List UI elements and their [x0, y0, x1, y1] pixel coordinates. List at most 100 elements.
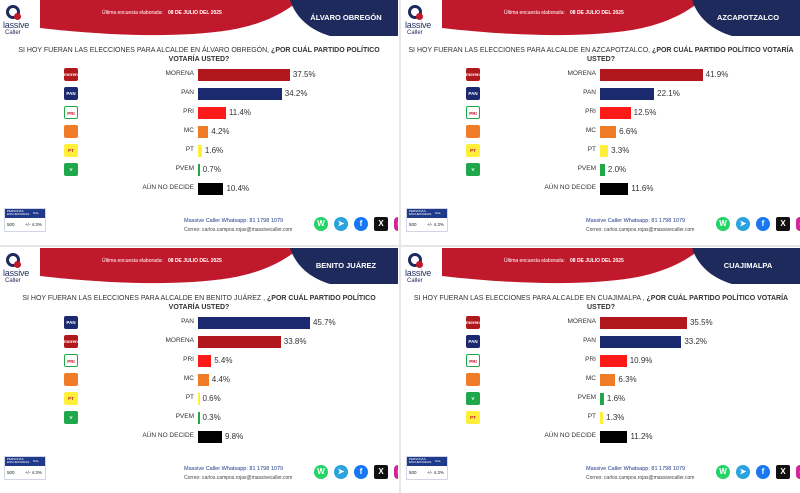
value-label: 11.4% [228, 108, 252, 117]
value-label: 11.2% [630, 432, 653, 441]
chart-row: PT PT 1.3% [402, 411, 800, 425]
chart-row: PT PT 1.6% [0, 144, 398, 158]
instagram-icon[interactable]: ◎ [796, 217, 800, 231]
survey-panel: Última encuesta elaborada: 08 DE JULIO DE… [0, 0, 398, 245]
massive-caller-logo: lassive Caller [405, 5, 445, 39]
pri-logo-icon: PRI [466, 354, 480, 367]
party-label: MORENA [567, 70, 596, 77]
value-label: 45.7% [312, 318, 336, 327]
value-label: 9.8% [225, 432, 244, 441]
bar-mark [198, 431, 222, 443]
party-label: PT [185, 394, 194, 401]
chart-row: AÚN NO DECIDE 11.6% [402, 182, 800, 196]
sample-table-head-respondents: PERSONAS ENCUESTADAS [409, 209, 432, 216]
whatsapp-icon[interactable]: W [314, 217, 328, 231]
margin-of-error-value: +/- 4.3% [427, 470, 444, 475]
party-label: PVEM [577, 394, 596, 401]
value-label: 0.3% [202, 413, 221, 422]
sample-size-value: 500 [7, 222, 15, 227]
logo-mark-icon [6, 253, 21, 268]
bar-mark [600, 183, 629, 195]
bar-mark [600, 336, 682, 348]
bar-mark [600, 164, 605, 176]
panel-header: Última encuesta elaborada: 08 DE JULIO DE… [0, 0, 398, 36]
mc-logo-icon [466, 125, 480, 138]
sample-table: PERSONAS ENCUESTADAS M.E. 500 +/- 4.3% [406, 456, 448, 480]
header-district-name: AZCAPOTZALCO [716, 13, 780, 22]
x-icon[interactable]: X [374, 217, 388, 231]
party-label: PT [587, 146, 596, 153]
chart-row: V PVEM 0.3% [0, 411, 398, 425]
whatsapp-icon[interactable]: W [314, 465, 328, 479]
pvem-logo-icon: V [466, 392, 480, 405]
chart-row: PRI PRI 11.4% [0, 106, 398, 120]
party-label: MC [585, 375, 596, 382]
header-red-wave [442, 0, 702, 36]
chart-row: PRI PRI 10.9% [402, 354, 800, 368]
panel-divider-horizontal [0, 245, 800, 247]
x-icon[interactable]: X [776, 217, 790, 231]
contact-whatsapp: Massive Caller Whatsapp: 81 1798 1079 [184, 218, 284, 224]
morena-logo-icon: morena [466, 68, 480, 81]
x-icon[interactable]: X [374, 465, 388, 479]
whatsapp-icon[interactable]: W [716, 465, 730, 479]
bar-mark [600, 393, 604, 405]
instagram-icon[interactable]: ◎ [796, 465, 800, 479]
facebook-icon[interactable]: f [756, 465, 770, 479]
chart-row: AÚN NO DECIDE 11.2% [402, 430, 800, 444]
instagram-icon[interactable]: ◎ [394, 217, 398, 231]
sample-table-head-margin: M.E. [435, 459, 442, 463]
sample-size-value: 500 [7, 470, 15, 475]
telegram-icon[interactable]: ➤ [334, 217, 348, 231]
bar-mark [600, 126, 617, 138]
party-label: AÚN NO DECIDE [544, 432, 596, 439]
contact-email: Correo: carlos.campos.rojas@massivecalle… [586, 475, 695, 481]
bar-mark [600, 145, 609, 157]
chart-row: morena MORENA 33.8% [0, 335, 398, 349]
bar-mark [198, 412, 200, 424]
pri-logo-icon: PRI [64, 354, 78, 367]
party-label: AÚN NO DECIDE [544, 184, 596, 191]
bar-mark [198, 374, 209, 386]
chart-row: AÚN NO DECIDE 9.8% [0, 430, 398, 444]
pri-logo-icon: PRI [64, 106, 78, 119]
telegram-icon[interactable]: ➤ [736, 217, 750, 231]
party-label: AÚN NO DECIDE [142, 184, 194, 191]
facebook-icon[interactable]: f [354, 465, 368, 479]
party-label: MORENA [567, 318, 596, 325]
logo-wordmark-sub: Caller [407, 278, 423, 284]
telegram-icon[interactable]: ➤ [334, 465, 348, 479]
whatsapp-icon[interactable]: W [716, 217, 730, 231]
panel-header: Última encuesta elaborada: 08 DE JULIO DE… [402, 248, 800, 284]
facebook-icon[interactable]: f [354, 217, 368, 231]
question-text: SI HOY FUERAN LAS ELECCIONES PARA ALCALD… [413, 295, 647, 302]
value-label: 1.6% [204, 146, 224, 155]
chart-row: MC 4.4% [0, 373, 398, 387]
value-label: 37.5% [292, 70, 316, 79]
telegram-icon[interactable]: ➤ [736, 465, 750, 479]
party-label: PRI [585, 356, 596, 363]
logo-mark-icon [408, 253, 423, 268]
pan-logo-icon: PAN [64, 316, 78, 329]
chart-row: PRI PRI 12.5% [402, 106, 800, 120]
x-icon[interactable]: X [776, 465, 790, 479]
sample-size-value: 500 [409, 470, 417, 475]
header-band [442, 248, 800, 284]
header-red-wave [442, 248, 702, 284]
pvem-logo-icon: V [64, 163, 78, 176]
value-label: 6.3% [618, 375, 637, 384]
instagram-icon[interactable]: ◎ [394, 465, 398, 479]
bar-mark [600, 431, 628, 443]
chart-row: PT PT 0.6% [0, 392, 398, 406]
value-label: 10.4% [226, 184, 250, 193]
bar-mark [198, 126, 209, 138]
contact-email: Correo: carlos.campos.rojas@massivecalle… [184, 227, 293, 233]
value-label: 34.2% [284, 89, 308, 98]
bar-mark [600, 69, 703, 81]
margin-of-error-value: +/- 4.3% [25, 470, 42, 475]
facebook-icon[interactable]: f [756, 217, 770, 231]
party-label: MC [585, 127, 596, 134]
survey-question: SI HOY FUERAN LAS ELECCIONES PARA ALCALD… [408, 46, 794, 64]
sample-table-head-respondents: PERSONAS ENCUESTADAS [7, 209, 30, 216]
party-label: MORENA [165, 337, 194, 344]
